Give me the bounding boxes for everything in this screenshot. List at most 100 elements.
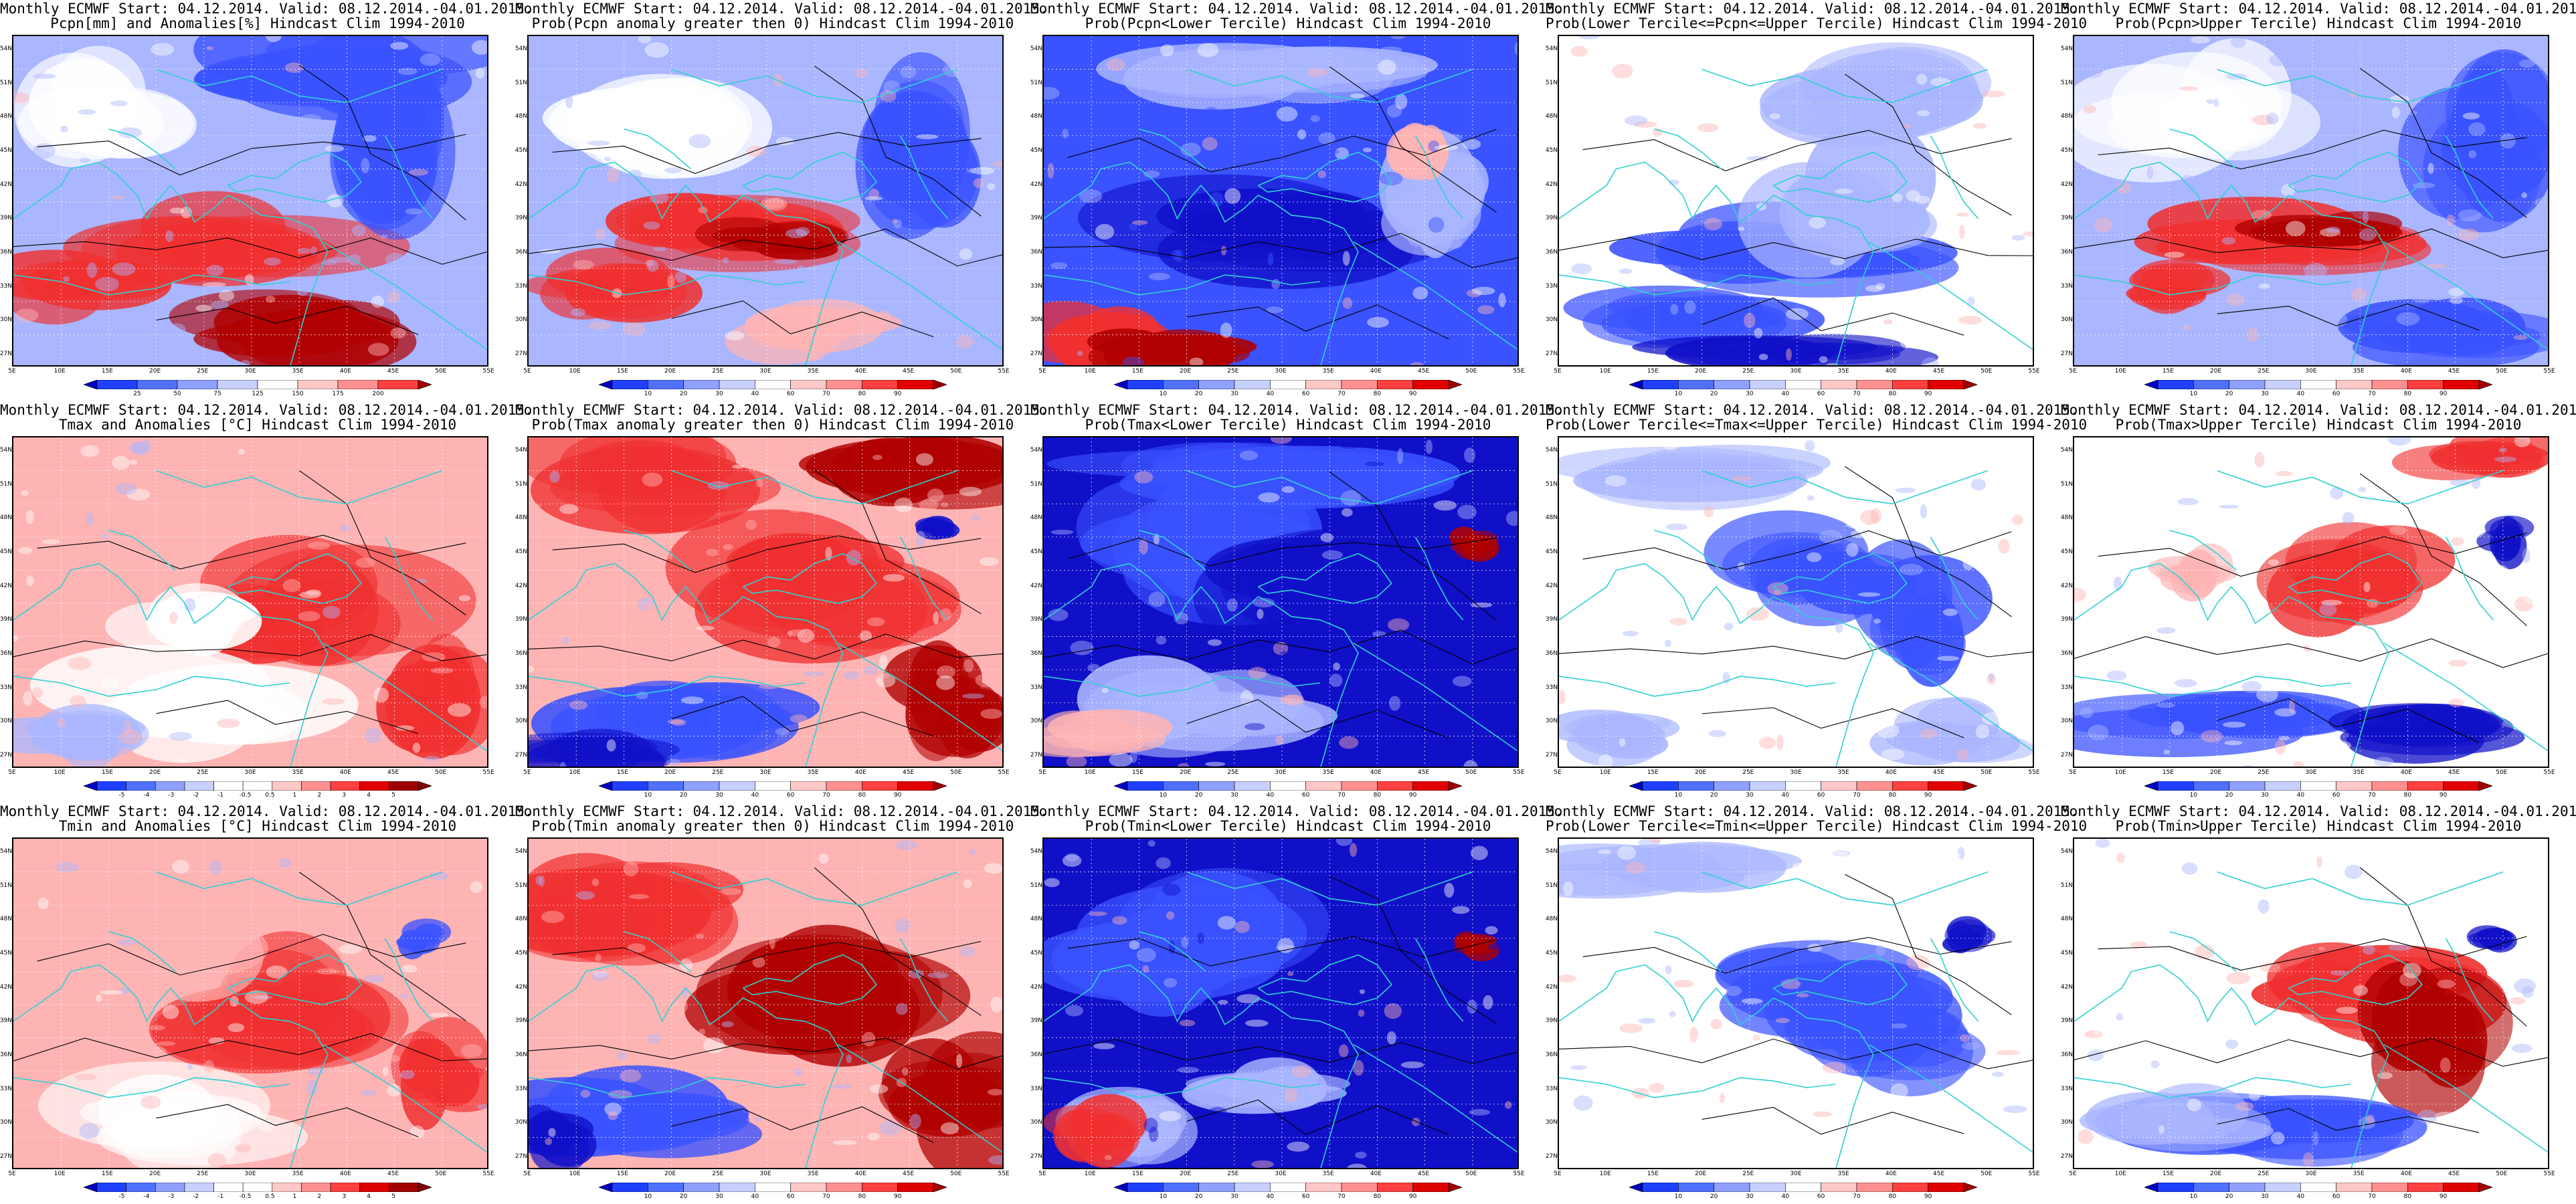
field-speckle	[55, 862, 80, 873]
field-speckle	[74, 1074, 97, 1080]
field-speckle	[620, 1069, 642, 1083]
field-speckle	[1410, 1100, 1429, 1116]
colorbar-swatch	[84, 380, 98, 389]
panel-subtitle: Pcpn[mm] and Anomalies[%] Hindcast Clim …	[50, 15, 465, 31]
longitude-label: 20E	[1695, 1171, 1707, 1177]
coastline	[13, 1077, 290, 1098]
coastline	[1353, 1043, 1517, 1153]
longitude-label: 10E	[569, 769, 581, 776]
field-speckle	[2015, 310, 2027, 315]
colorbar-swatch	[2157, 380, 2194, 389]
field-speckle	[996, 314, 1002, 324]
field-speckle	[253, 995, 273, 999]
forecast-map	[2073, 35, 2549, 367]
panel-subtitle: Prob(Pcpn<Lower Tercile) Hindcast Clim 1…	[1085, 15, 1491, 31]
field-speckle	[2288, 698, 2295, 714]
map-panel-p5: Monthly ECMWF Start: 04.12.2014. Valid: …	[2061, 0, 2576, 401]
colorbar-label: 30	[715, 1193, 723, 1200]
field-speckle	[908, 969, 924, 979]
colorbar-swatch	[2264, 781, 2301, 791]
isoline	[1844, 74, 2012, 216]
latitude-label: 51N	[0, 480, 12, 488]
field-speckle	[2074, 587, 2086, 602]
field-speckle	[221, 454, 236, 468]
latitude-label: 39N	[515, 1017, 527, 1025]
colorbar-label: -4	[143, 792, 150, 799]
colorbar-swatch	[1642, 781, 1679, 791]
colorbar-label: 20	[679, 1193, 688, 1200]
latitude-label: 33N	[1030, 1085, 1042, 1092]
field-speckle	[2309, 653, 2329, 669]
field-speckle	[1156, 857, 1171, 870]
field-speckle	[1347, 1163, 1368, 1168]
isoline	[1559, 237, 2033, 260]
isoline	[814, 470, 982, 615]
longitude-label: 5E	[8, 769, 16, 776]
field-speckle	[775, 728, 790, 736]
field-speckle	[1270, 437, 1292, 444]
longitude-label: 55E	[2543, 368, 2555, 375]
field-speckle	[1379, 1078, 1394, 1085]
field-speckle	[1895, 488, 1916, 493]
field-speckle	[460, 1043, 483, 1058]
latitude-label: 27N	[2060, 350, 2073, 357]
longitude-label: 15E	[101, 1171, 113, 1177]
field-speckle	[1962, 557, 1974, 571]
isoline	[1582, 530, 2012, 570]
colorbar-swatch	[96, 380, 138, 389]
longitude-label: 20E	[1180, 1171, 1192, 1177]
coastline	[1186, 68, 1473, 104]
colorbar	[599, 380, 947, 389]
colorbar-swatch	[126, 1183, 156, 1192]
longitude-label: 35E	[1837, 769, 1849, 776]
field-speckle	[424, 756, 440, 761]
latitude-label: 36N	[1030, 249, 1042, 256]
longitude-label: 50E	[1981, 1171, 1993, 1177]
field-speckle	[837, 494, 851, 505]
field-speckle	[1443, 134, 1463, 141]
field-speckle	[1814, 645, 1837, 659]
field-speckle	[534, 159, 542, 168]
field-speckle	[1160, 44, 1174, 57]
field-speckle	[797, 265, 806, 276]
field-speckle	[801, 355, 824, 361]
field-speckle	[26, 575, 34, 587]
field-speckle	[1148, 272, 1170, 281]
colorbar-label: 3	[342, 1193, 347, 1200]
field-speckle	[988, 1155, 1002, 1165]
field-speckle	[31, 687, 43, 699]
coastline	[742, 954, 877, 1005]
field-speckle	[541, 910, 565, 924]
longitude-label: 10E	[2114, 368, 2126, 375]
longitude-label: 50E	[2496, 368, 2508, 375]
colorbar-label: 40	[1266, 391, 1275, 397]
latitude-label: 39N	[2060, 215, 2073, 222]
field-patch	[830, 437, 949, 506]
field-speckle	[1892, 193, 1903, 202]
latitude-label: 36N	[515, 650, 527, 657]
colorbar-swatch	[1198, 1183, 1235, 1192]
field-speckle	[282, 579, 301, 593]
field-speckle	[1970, 1021, 1986, 1029]
field-speckle	[1975, 724, 1990, 739]
field-speckle	[1258, 492, 1280, 503]
field-speckle	[2011, 235, 2025, 241]
colorbar-swatch	[1714, 380, 1750, 389]
colorbar-label: 90	[893, 391, 902, 397]
field-speckle	[128, 1108, 141, 1116]
colorbar-swatch	[1114, 380, 1128, 389]
longitude-label: 25E	[197, 1171, 209, 1177]
colorbar-label: 60	[1817, 391, 1825, 397]
field-speckle	[1079, 189, 1103, 203]
coastline	[108, 931, 176, 973]
forecast-map	[527, 35, 1004, 367]
field-speckle	[13, 176, 29, 186]
isoline	[529, 228, 1002, 267]
colorbar-swatch	[2336, 1183, 2373, 1192]
field-patch	[929, 522, 960, 539]
field-speckle	[1769, 113, 1780, 120]
colorbar-swatch	[1114, 1183, 1128, 1192]
field-speckle	[208, 1037, 225, 1045]
field-speckle	[122, 720, 132, 735]
colorbar-swatch	[2264, 380, 2301, 389]
